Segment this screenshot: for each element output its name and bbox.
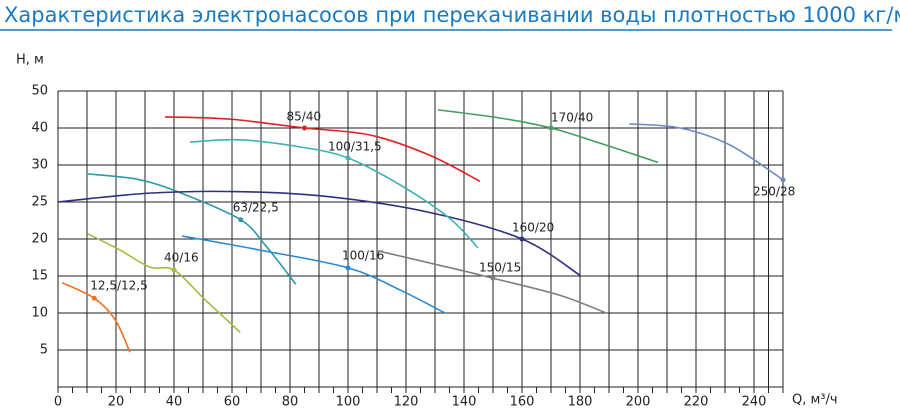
y-tick-label: 5 [40,343,48,358]
curve-label: 150/15 [479,261,521,275]
curve-label: 160/20 [512,221,554,235]
y-tick-label: 20 [31,232,48,247]
curve-point [238,217,244,223]
curve-point [345,155,351,161]
curve-label: 12,5/12,5 [90,279,147,293]
curve-point [302,125,307,131]
curve [61,281,131,353]
x-tick-label: 180 [568,395,593,410]
x-axis-label: Q, м³/ч [792,393,838,408]
x-tick-label: 100 [336,395,361,410]
x-tick-label: 20 [108,395,125,410]
curve-point [345,265,351,271]
x-tick-label: 140 [452,395,477,410]
curve [181,235,446,314]
curve [437,109,659,164]
curve-label: 85/40 [287,110,322,124]
curve-point [91,295,97,301]
curve [164,116,481,182]
curve-point [490,275,496,281]
x-tick-label: 80 [282,395,299,410]
y-tick-label: 30 [31,158,48,173]
curve-point [519,236,525,242]
curve-label: 100/16 [342,248,384,262]
x-tick-label: 200 [626,395,651,410]
y-tick-label: 15 [31,269,48,284]
curve-label: 100/31,5 [328,139,382,153]
x-tick-label: 60 [224,395,241,410]
x-tick-label: 160 [510,395,535,410]
curve-label: 250/28 [753,184,795,198]
chart-title: Характеристика электронасосов при перека… [4,3,900,27]
x-tick-label: 240 [742,395,767,410]
curve-label: 40/16 [164,251,199,265]
y-tick-label: 10 [31,306,48,321]
curve [87,233,241,333]
x-tick-label: 220 [684,395,709,410]
curve-point [548,125,554,131]
y-tick-label: 50 [31,84,48,99]
curve-label: 63/22,5 [233,200,279,214]
y-tick-label: 25 [31,195,48,210]
x-tick-label: 40 [166,395,183,410]
curve [87,173,297,285]
curve-label: 170/40 [551,111,593,125]
curve-point [780,177,786,183]
curve [629,123,784,181]
curve-point [171,267,177,273]
x-tick-label: 120 [394,395,419,410]
x-tick-label: 0 [54,395,62,410]
y-tick-label: 40 [31,121,48,136]
y-axis-label: H, м [16,53,44,68]
